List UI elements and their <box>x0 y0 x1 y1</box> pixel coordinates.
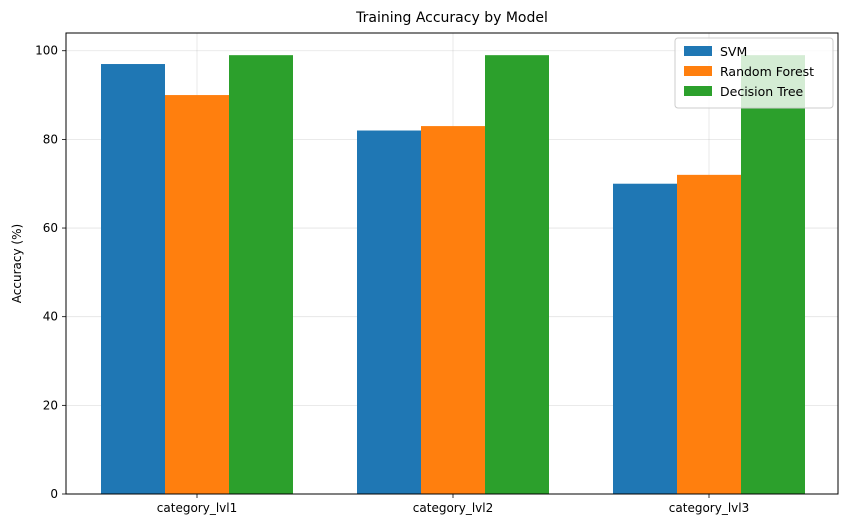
bar-decision-tree-category_lvl2 <box>485 55 549 495</box>
bar-random-forest-category_lvl3 <box>677 174 741 494</box>
chart-title: Training Accuracy by Model <box>355 10 548 26</box>
legend-swatch <box>684 86 712 96</box>
legend-swatch <box>684 46 712 56</box>
y-tick-label: 60 <box>43 221 58 235</box>
bar-decision-tree-category_lvl1 <box>229 55 293 495</box>
y-tick-label: 40 <box>43 310 58 324</box>
y-axis-label: Accuracy (%) <box>10 224 24 303</box>
legend: SVM Random Forest Decision Tree <box>674 37 834 109</box>
legend-label: Decision Tree <box>720 84 804 99</box>
bar-svm-category_lvl2 <box>357 130 421 494</box>
y-tick-label: 0 <box>50 487 58 501</box>
legend-box <box>674 37 834 109</box>
legend-label: Random Forest <box>720 64 814 79</box>
bar-random-forest-category_lvl2 <box>421 126 485 494</box>
bar-svm-category_lvl3 <box>613 183 677 494</box>
legend-label: SVM <box>720 44 747 59</box>
x-tick-label: category_lvl3 <box>669 501 749 515</box>
plot-frame <box>65 32 839 495</box>
x-tick-label: category_lvl2 <box>413 501 493 515</box>
bar-random-forest-category_lvl1 <box>165 95 229 495</box>
x-tick-label: category_lvl1 <box>157 501 237 515</box>
axis-ticks: 0 20 40 60 80 100 category_lvl1 category_lvl2 ca… <box>35 44 749 515</box>
y-tick-label: 100 <box>35 44 58 58</box>
legend-swatch <box>684 66 712 76</box>
bars <box>101 55 805 495</box>
bar-svm-category_lvl1 <box>101 64 165 495</box>
y-tick-label: 80 <box>43 132 58 146</box>
bar-decision-tree-category_lvl3 <box>741 55 805 495</box>
y-tick-label: 20 <box>43 398 58 412</box>
